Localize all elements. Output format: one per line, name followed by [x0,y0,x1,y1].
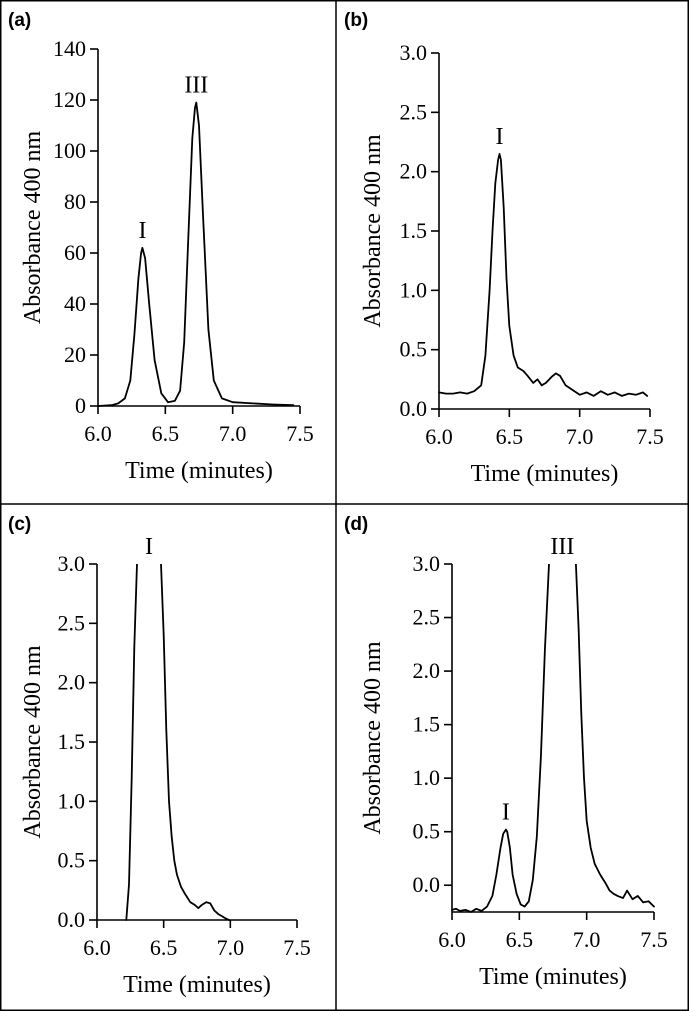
y-tick-label-d: 0.0 [413,872,441,897]
y-tick-label-d: 2.5 [413,605,441,630]
x-tick-label-c: 6.0 [83,935,111,960]
panel-a: (a) 0 20 40 60 80 100 120 140 6.0 6.5 7.0 7.5 Time (… [8,10,314,484]
x-tick-label-b: 7.0 [566,424,594,449]
y-tick-label-c: 2.0 [58,670,86,695]
x-tick-label-c: 7.0 [217,935,245,960]
y-tick-label-d: 2.0 [413,658,441,683]
panel-c: (c) 0.0 0.5 1.0 1.5 2.0 2.5 3.0 6.0 6.5 7.0 7.5 Tim… [8,514,311,998]
trace-line-c-1 [125,564,138,921]
peak-label-a: III [184,73,208,99]
y-tick-label-c: 3.0 [58,551,86,576]
y-tick-label-d: 1.0 [413,765,441,790]
y-tick-label-d: 0.5 [413,819,441,844]
x-tick-label-d: 7.5 [640,927,668,952]
peak-label-b: I [495,124,503,150]
trace-line-b [438,153,649,397]
x-axis-title-d: Time (minutes) [479,964,627,990]
trace-line-a [97,101,295,407]
y-tick-label-a: 120 [53,87,86,112]
x-tick-label-b: 7.5 [636,424,664,449]
x-tick-label-c: 7.5 [283,935,311,960]
peak-label-a: I [138,218,146,244]
x-tick-label-b: 6.5 [496,424,524,449]
panel-label-b: (b) [344,10,368,31]
peak-label-c: I [145,534,153,560]
x-tick-label-d: 6.0 [438,927,466,952]
x-axis-title-c: Time (minutes) [123,972,271,998]
y-tick-label-b: 1.5 [400,218,428,243]
y-tick-label-b: 0.0 [400,396,428,421]
x-tick-label-d: 6.5 [506,927,534,952]
x-tick-label-a: 7.5 [286,421,314,446]
y-tick-label-b: 2.5 [400,99,428,124]
y-tick-label-a: 80 [64,189,86,214]
y-tick-label-c: 2.5 [58,610,86,635]
panel-label-a: (a) [8,10,31,31]
x-tick-label-a: 6.5 [152,421,180,446]
y-tick-label-c: 0.5 [58,848,86,873]
trace-line-d-1 [451,564,550,913]
y-tick-label-a: 0 [75,393,86,418]
y-axis-title-c: Absorbance 400 nm [20,645,46,839]
y-axis-title-a: Absorbance 400 nm [20,131,46,325]
y-tick-label-c: 1.5 [58,729,86,754]
trace-line-d-2 [575,564,655,908]
y-tick-label-d: 1.5 [413,712,441,737]
panel-label-d: (d) [344,514,368,535]
x-tick-label-d: 7.0 [573,927,601,952]
panel-label-c: (c) [8,514,31,535]
panel-b: (b) 0.0 0.5 1.0 1.5 2.0 2.5 3.0 6.0 6.5 7.0 7.5 Tim… [344,10,664,487]
y-tick-label-b: 1.0 [400,277,428,302]
peak-label-d: III [550,534,574,560]
x-axis-title-a: Time (minutes) [125,458,273,484]
y-tick-label-a: 100 [53,138,86,163]
y-tick-label-b: 2.0 [400,159,428,184]
y-tick-label-a: 20 [64,342,86,367]
y-tick-label-b: 3.0 [400,40,428,65]
y-tick-label-c: 1.0 [58,788,86,813]
x-tick-label-c: 6.5 [150,935,178,960]
y-tick-label-a: 40 [64,291,86,316]
panel-d: (d) 0.0 0.5 1.0 1.5 2.0 2.5 3.0 6.0 6.5 7.0 7.5 Tim… [344,514,668,990]
y-axis-title-b: Absorbance 400 nm [360,134,386,328]
peak-label-d: I [502,800,510,826]
x-tick-label-a: 7.0 [219,421,247,446]
y-tick-label-a: 140 [53,36,86,61]
x-axis-title-b: Time (minutes) [471,461,619,487]
x-tick-label-b: 6.0 [425,424,453,449]
x-tick-label-a: 6.0 [84,421,112,446]
y-tick-label-d: 3.0 [413,551,441,576]
y-tick-label-a: 60 [64,240,86,265]
trace-line-c-2 [160,564,230,921]
y-tick-label-c: 0.0 [58,907,86,932]
y-tick-label-b: 0.5 [400,337,428,362]
y-axis-title-d: Absorbance 400 nm [360,641,386,835]
